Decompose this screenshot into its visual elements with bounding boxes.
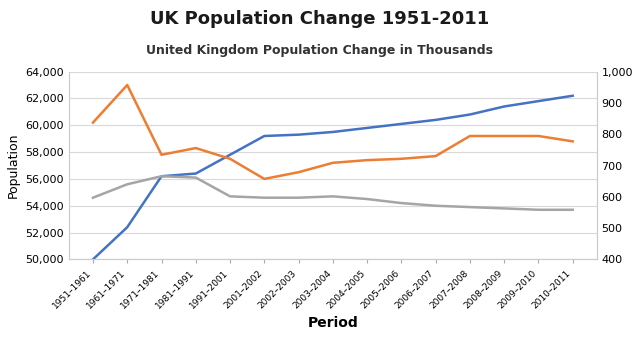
Y-axis label: Population: Population: [7, 133, 20, 198]
Text: United Kingdom Population Change in Thousands: United Kingdom Population Change in Thou…: [147, 44, 493, 57]
X-axis label: Period: Period: [307, 316, 358, 330]
Text: UK Population Change 1951-2011: UK Population Change 1951-2011: [150, 10, 490, 28]
